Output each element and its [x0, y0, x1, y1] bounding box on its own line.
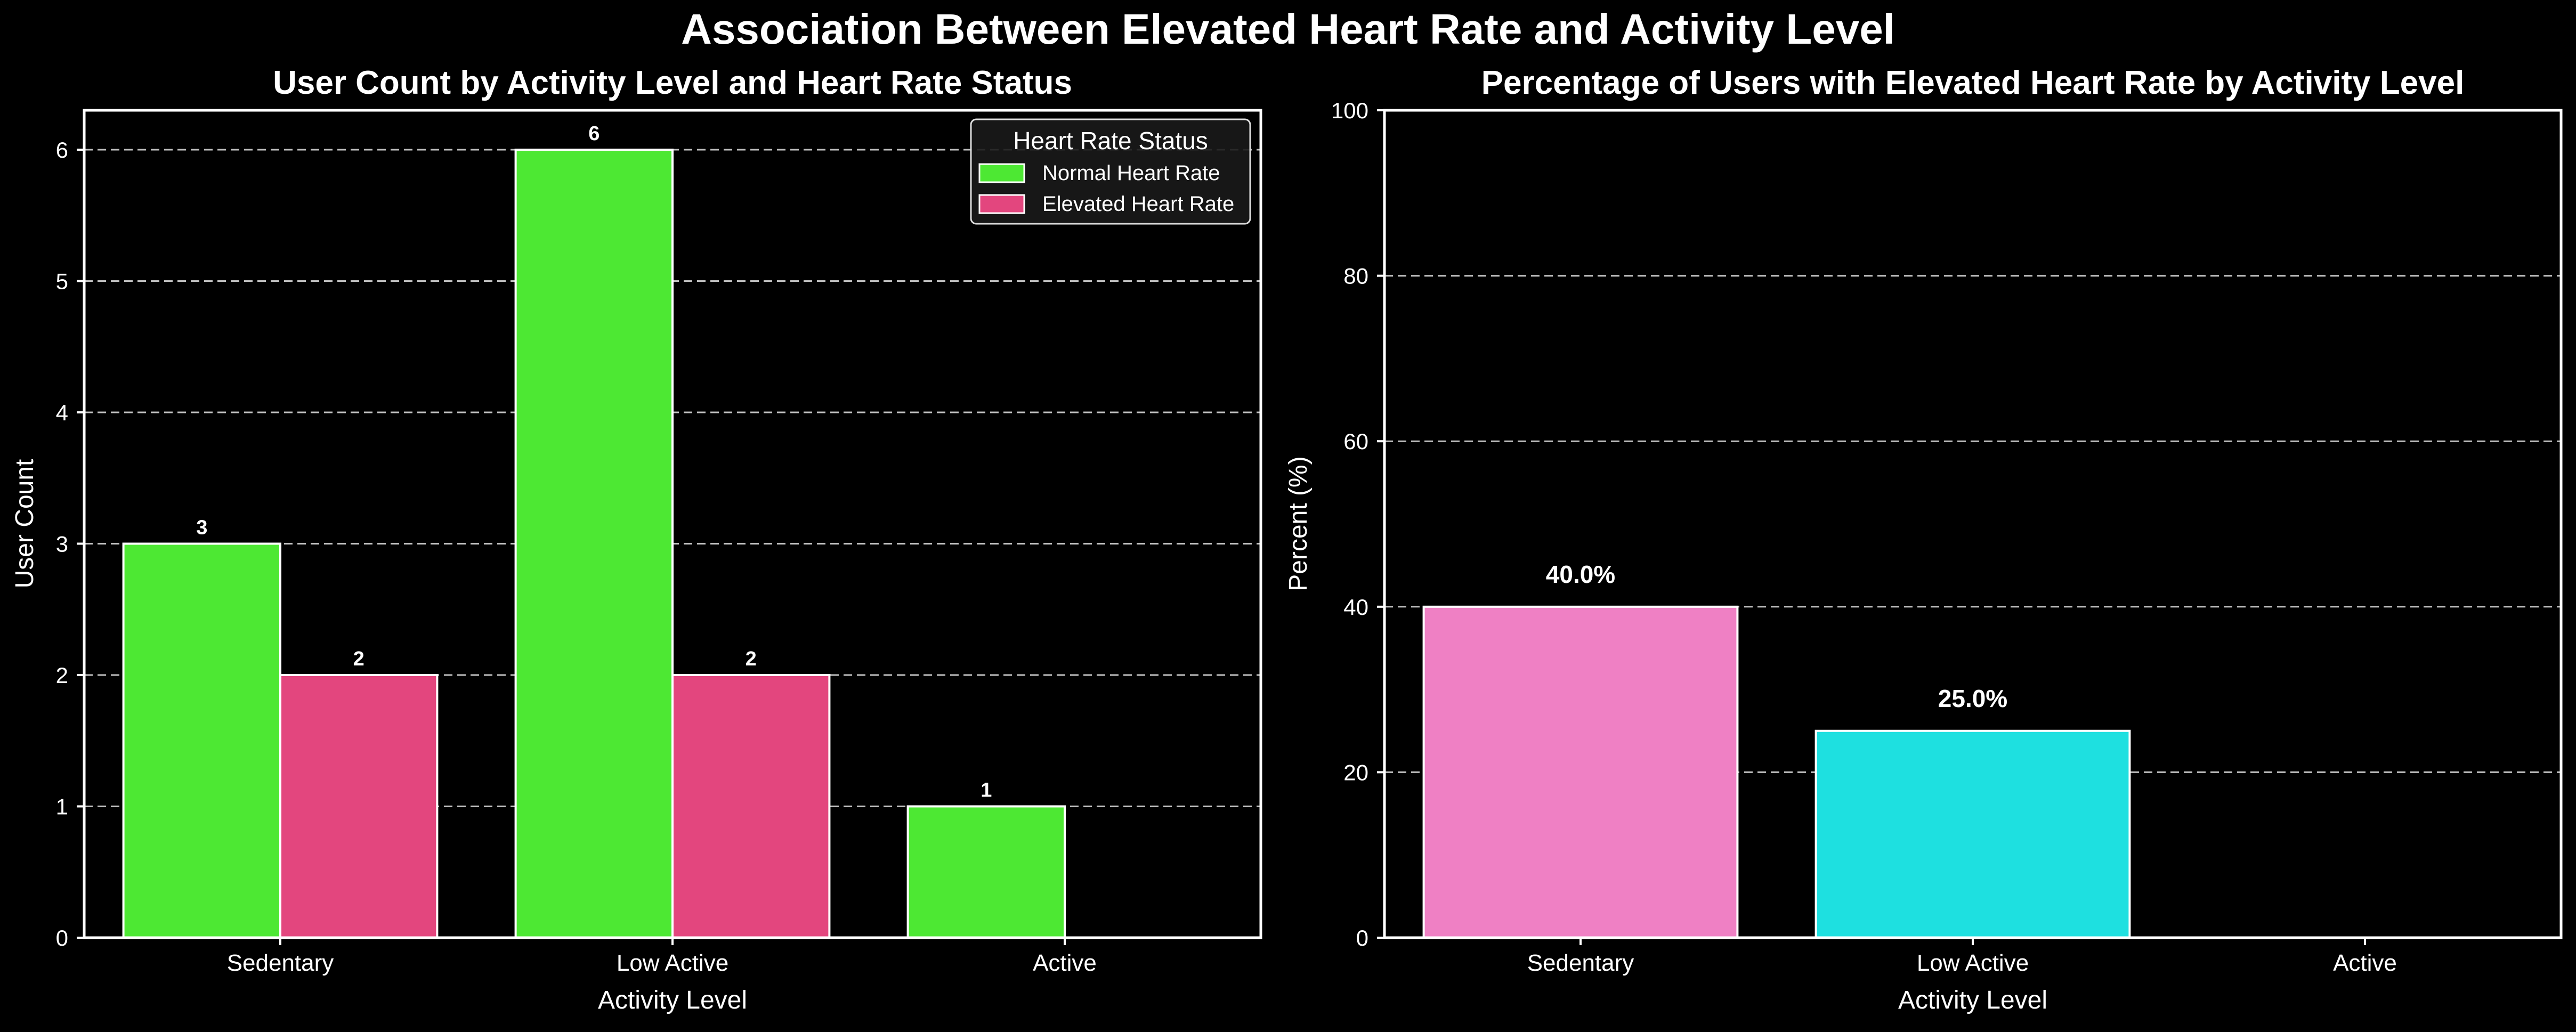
- left-y-tick-label-3: 3: [56, 531, 68, 556]
- bar-normal-heart-rate-low-active: [514, 148, 674, 939]
- left-y-tick-label-0: 0: [56, 925, 68, 950]
- bar-label-elevated-heart-rate-low-active: 2: [746, 648, 757, 670]
- legend-title: Heart Rate Status: [1013, 127, 1208, 155]
- left-y-tick-label-5: 5: [56, 269, 68, 294]
- left-x-tick-label-low-active: Low Active: [617, 950, 728, 976]
- pct-bar-sedentary: [1422, 605, 1739, 939]
- right-y-tick-label-0: 0: [1356, 925, 1368, 950]
- bar-label-elevated-heart-rate-sedentary: 2: [353, 648, 364, 670]
- right-y-tick-label-4: 80: [1343, 264, 1368, 289]
- left-y-tick-label-2: 2: [56, 663, 68, 688]
- figure-suptitle: Association Between Elevated Heart Rate …: [681, 5, 1895, 53]
- right-x-tick-label-low-active: Low Active: [1917, 950, 2029, 976]
- left-y-ticks: 0 1 2 3 4 5 6: [56, 137, 84, 950]
- right-y-tick-label-2: 40: [1343, 595, 1368, 620]
- right-bars: [1422, 605, 2131, 939]
- bar-elevated-heart-rate-sedentary: [279, 673, 439, 939]
- pct-bar-label-sedentary: 40.0%: [1546, 560, 1615, 588]
- legend-box: [970, 118, 1251, 225]
- pct-bar-label-low-active: 25.0%: [1938, 685, 2007, 712]
- right-chart: 0 20 40 60 80 100 Sedentary Low Active Active 4…: [1284, 64, 2563, 1014]
- left-bar-labels: 3 6 1 2 2: [196, 123, 992, 802]
- left-chart-title: User Count by Activity Level and Heart R…: [273, 64, 1072, 101]
- left-bars: [122, 148, 1066, 939]
- left-x-tick-label-sedentary: Sedentary: [227, 950, 334, 976]
- bar-normal-heart-rate-sedentary: [122, 542, 281, 939]
- right-y-axis-label: Percent (%): [1284, 456, 1313, 591]
- right-y-ticks: 0 20 40 60 80 100: [1331, 98, 1384, 950]
- right-x-tick-label-active: Active: [2333, 950, 2397, 976]
- right-y-tick-label-3: 60: [1343, 429, 1368, 454]
- right-bar-labels: 40.0% 25.0%: [1546, 560, 2007, 712]
- bar-label-normal-heart-rate-sedentary: 3: [196, 516, 207, 539]
- bar-label-normal-heart-rate-low-active: 6: [588, 123, 600, 145]
- bar-label-normal-heart-rate-active: 1: [981, 779, 992, 801]
- left-y-tick-label-1: 1: [56, 794, 68, 819]
- legend: Heart Rate Status Normal Heart Rate Elev…: [970, 118, 1251, 225]
- bar-elevated-heart-rate-low-active: [671, 673, 831, 939]
- left-y-tick-label-4: 4: [56, 400, 68, 425]
- legend-label-elevated: Elevated Heart Rate: [1042, 192, 1234, 216]
- right-chart-title: Percentage of Users with Elevated Heart …: [1481, 64, 2465, 101]
- bar-normal-heart-rate-active: [906, 805, 1066, 939]
- right-y-tick-label-1: 20: [1343, 760, 1368, 785]
- legend-label-normal: Normal Heart Rate: [1042, 161, 1220, 185]
- left-y-tick-label-6: 6: [56, 137, 68, 162]
- left-x-ticks: Sedentary Low Active Active: [227, 938, 1097, 976]
- right-y-tick-label-5: 100: [1331, 98, 1368, 123]
- left-x-tick-label-active: Active: [1033, 950, 1097, 976]
- left-y-axis-label: User Count: [11, 459, 39, 589]
- pct-bar-low-active: [1814, 729, 2131, 939]
- right-x-ticks: Sedentary Low Active Active: [1527, 938, 2397, 976]
- legend-swatch-normal: [978, 163, 1025, 183]
- left-x-axis-label: Activity Level: [598, 986, 747, 1014]
- legend-swatch-elevated: [978, 194, 1025, 214]
- right-x-axis-label: Activity Level: [1898, 986, 2047, 1014]
- right-x-tick-label-sedentary: Sedentary: [1527, 950, 1634, 976]
